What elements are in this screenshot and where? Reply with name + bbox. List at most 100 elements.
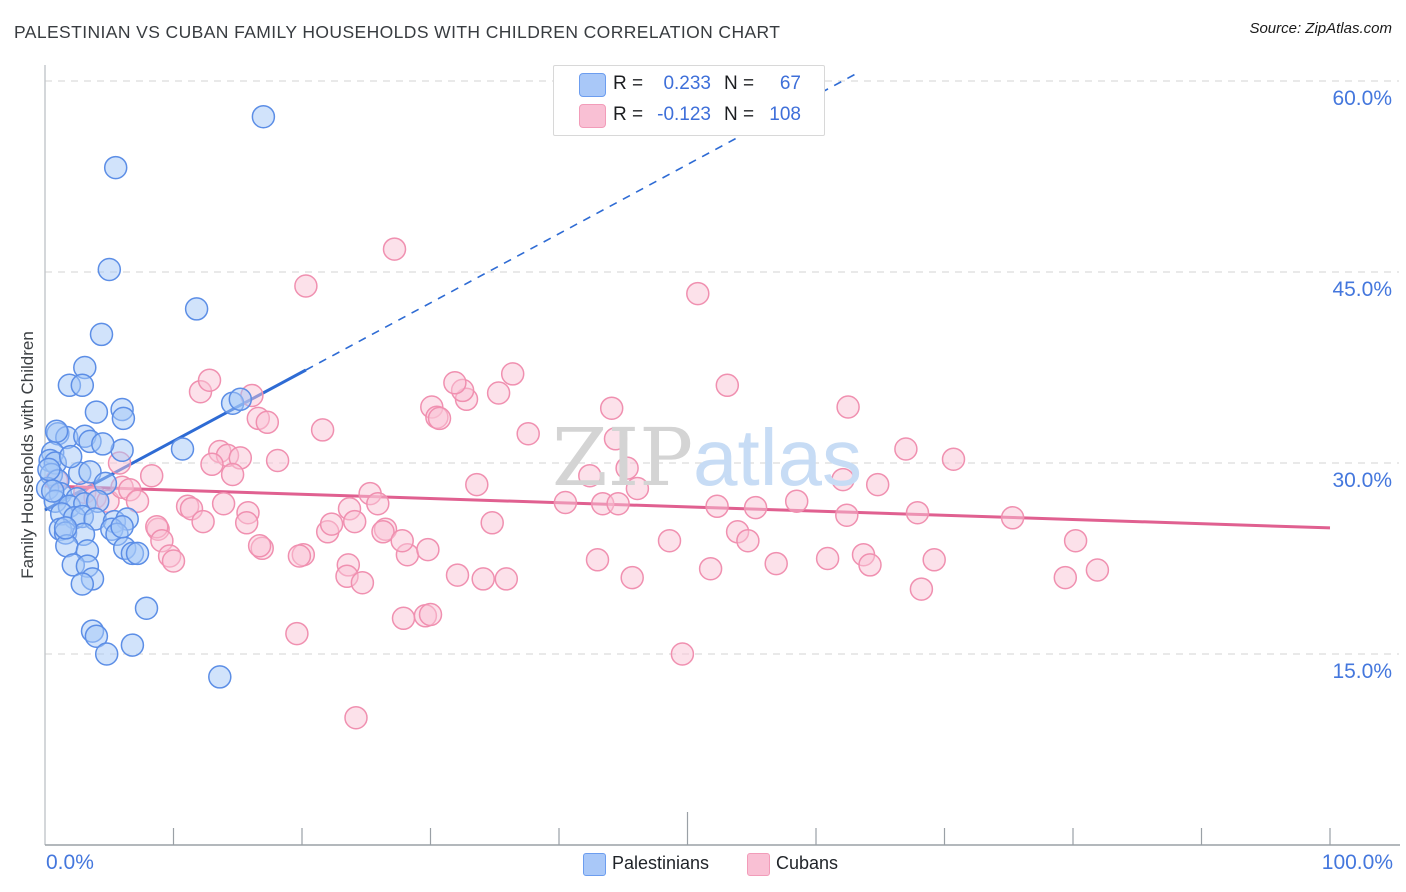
scatter-point-cubans[interactable] — [1053, 565, 1078, 590]
scatter-point-palestinians[interactable] — [103, 155, 128, 180]
scatter-point-cubans[interactable] — [1085, 558, 1110, 582]
scatter-point-palestinians[interactable] — [40, 479, 65, 503]
scatter-point-palestinians[interactable] — [53, 516, 78, 540]
scatter-point-cubans[interactable] — [865, 472, 890, 497]
scatter-point-cubans[interactable] — [784, 489, 809, 513]
scatter-point-cubans[interactable] — [366, 491, 390, 516]
scatter-point-palestinians[interactable] — [134, 596, 159, 620]
scatter-point-cubans[interactable] — [371, 520, 395, 544]
scatter-point-cubans[interactable] — [287, 544, 312, 568]
scatter-point-cubans[interactable] — [391, 606, 416, 631]
scatter-point-cubans[interactable] — [191, 509, 215, 534]
scatter-point-cubans[interactable] — [200, 452, 224, 477]
scatter-point-cubans[interactable] — [350, 570, 375, 595]
scatter-point-palestinians[interactable] — [70, 373, 95, 398]
scatter-point-cubans[interactable] — [909, 577, 934, 601]
scatter-point-cubans[interactable] — [427, 406, 452, 431]
scatter-point-cubans[interactable] — [494, 567, 519, 591]
scatter-point-palestinians[interactable] — [37, 457, 61, 482]
scatter-point-palestinians[interactable] — [125, 541, 150, 566]
scatter-point-palestinians[interactable] — [70, 572, 95, 596]
scatter-point-palestinians[interactable] — [89, 322, 114, 347]
scatter-point-palestinians[interactable] — [111, 406, 136, 431]
scatter-point-cubans[interactable] — [815, 546, 840, 571]
scatter-point-cubans[interactable] — [161, 549, 186, 573]
scatter-point-palestinians[interactable] — [184, 297, 209, 321]
scatter-point-cubans[interactable] — [220, 462, 245, 487]
scatter-point-cubans[interactable] — [234, 511, 259, 535]
scatter-point-cubans[interactable] — [736, 528, 760, 553]
scatter-point-cubans[interactable] — [1000, 506, 1025, 530]
scatter-point-palestinians[interactable] — [110, 514, 134, 539]
scatter-point-palestinians[interactable] — [58, 444, 83, 469]
scatter-point-cubans[interactable] — [265, 448, 290, 473]
scatter-point-cubans[interactable] — [585, 548, 610, 572]
scatter-point-cubans[interactable] — [715, 373, 740, 398]
r-label: R = — [613, 104, 644, 125]
scatter-point-palestinians[interactable] — [91, 432, 115, 456]
scatter-point-cubans[interactable] — [599, 396, 624, 420]
scatter-point-cubans[interactable] — [285, 621, 309, 646]
scatter-point-palestinians[interactable] — [170, 437, 195, 461]
scatter-point-palestinians[interactable] — [251, 104, 276, 129]
scatter-point-palestinians[interactable] — [120, 633, 145, 657]
scatter-point-cubans[interactable] — [390, 528, 414, 553]
scatter-point-cubans[interactable] — [620, 565, 644, 590]
scatter-point-palestinians[interactable] — [228, 387, 253, 412]
scatter-point-cubans[interactable] — [382, 237, 407, 261]
scatter-point-cubans[interactable] — [553, 490, 578, 515]
scatter-point-cubans[interactable] — [831, 467, 855, 492]
scatter-point-cubans[interactable] — [922, 548, 946, 572]
scatter-point-palestinians[interactable] — [84, 400, 109, 424]
scatter-point-cubans[interactable] — [445, 563, 470, 587]
scatter-point-cubans[interactable] — [894, 437, 918, 461]
scatter-point-cubans[interactable] — [211, 491, 236, 516]
scatter-point-cubans[interactable] — [606, 491, 630, 516]
scatter-point-cubans[interactable] — [670, 642, 695, 666]
scatter-point-cubans[interactable] — [835, 503, 859, 527]
scatter-point-cubans[interactable] — [418, 602, 443, 627]
scatter-point-cubans[interactable] — [686, 281, 710, 306]
scatter-point-cubans[interactable] — [500, 362, 525, 386]
scatter-point-cubans[interactable] — [657, 528, 682, 553]
x-axis-max-label: 100.0% — [1321, 851, 1393, 874]
scatter-point-cubans[interactable] — [625, 476, 650, 501]
scatter-point-cubans[interactable] — [743, 495, 768, 520]
scatter-point-cubans[interactable] — [480, 511, 504, 535]
scatter-point-palestinians[interactable] — [97, 257, 122, 282]
scatter-point-cubans[interactable] — [344, 705, 368, 730]
scatter-point-cubans[interactable] — [197, 368, 222, 392]
scatter-point-cubans[interactable] — [294, 274, 318, 298]
scatter-point-cubans[interactable] — [941, 447, 966, 471]
scatter-point-cubans[interactable] — [139, 463, 164, 488]
scatter-point-cubans[interactable] — [310, 418, 335, 442]
scatter-point-palestinians[interactable] — [84, 624, 109, 648]
scatter-point-cubans[interactable] — [905, 500, 930, 525]
scatter-point-cubans[interactable] — [615, 456, 639, 480]
scatter-point-palestinians[interactable] — [44, 419, 69, 443]
scatter-point-cubans[interactable] — [465, 472, 489, 497]
scatter-point-cubans[interactable] — [471, 567, 495, 591]
scatter-point-cubans[interactable] — [342, 509, 367, 534]
legend-row-cubans: R = -0.123 N = 108 — [554, 104, 824, 129]
scatter-point-cubans[interactable] — [443, 371, 467, 395]
scatter-point-cubans[interactable] — [836, 395, 860, 419]
scatter-point-cubans[interactable] — [858, 553, 882, 577]
scatter-point-cubans[interactable] — [319, 512, 344, 536]
scatter-point-cubans[interactable] — [603, 427, 628, 451]
scatter-point-cubans[interactable] — [255, 410, 280, 435]
scatter-point-cubans[interactable] — [125, 489, 150, 513]
legend-row-palestinians: R = 0.233 N = 67 — [554, 73, 824, 98]
scatter-point-cubans[interactable] — [247, 534, 272, 558]
scatter-point-cubans[interactable] — [416, 537, 440, 562]
scatter-point-cubans[interactable] — [516, 421, 540, 446]
scatter-point-cubans[interactable] — [698, 556, 723, 581]
scatter-point-cubans[interactable] — [578, 463, 602, 488]
scatter-point-palestinians[interactable] — [94, 642, 119, 666]
correlation-legend-box: R = 0.233 N = 67 R = -0.123 N = 108 — [553, 65, 825, 136]
scatter-point-cubans[interactable] — [1063, 528, 1088, 553]
scatter-point-cubans[interactable] — [705, 494, 729, 519]
scatter-point-palestinians[interactable] — [208, 665, 232, 689]
scatter-point-cubans[interactable] — [486, 381, 511, 405]
scatter-point-cubans[interactable] — [764, 551, 788, 576]
